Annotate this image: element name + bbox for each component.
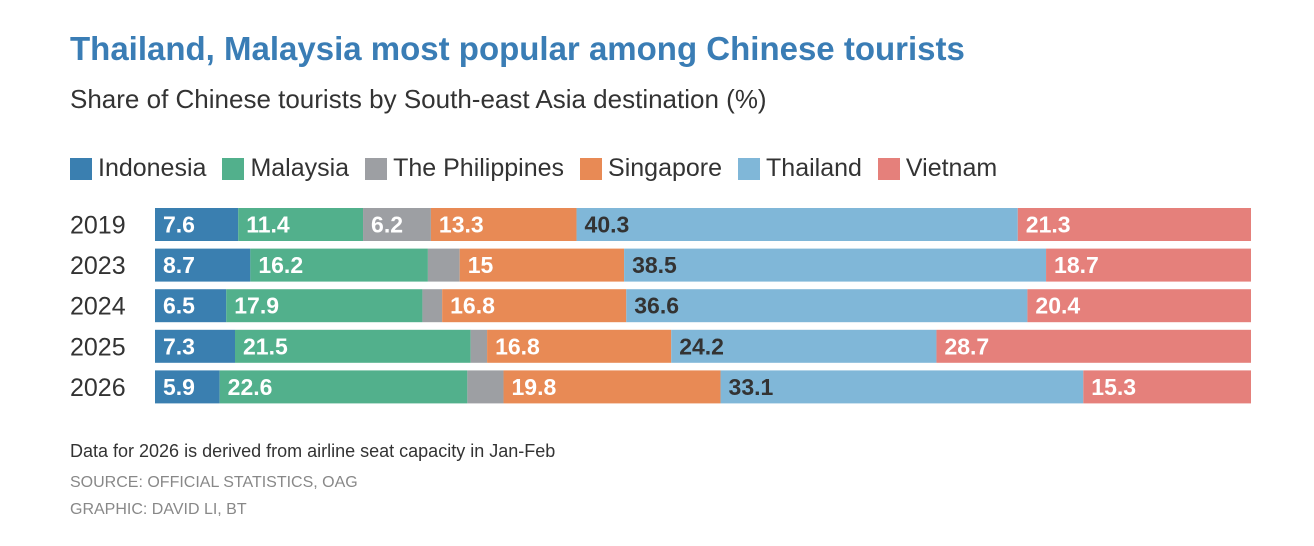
legend-swatch [365, 157, 388, 180]
legend-item: Malaysia [222, 154, 349, 183]
data-label: 7.3 [163, 333, 195, 359]
legend-swatch [222, 157, 245, 180]
bar-segment [626, 289, 1028, 323]
bar-segment [503, 370, 721, 404]
data-label: 15 [468, 252, 494, 278]
bar-segment [155, 248, 251, 282]
bar-segment [1083, 370, 1251, 404]
source: SOURCE: OFFICIAL STATISTICS, OAG [70, 474, 358, 491]
legend-label: Singapore [608, 154, 723, 182]
bar-segment [576, 208, 1018, 241]
bar-segment [671, 329, 937, 363]
bar-segment [442, 289, 627, 323]
legend-label: Indonesia [98, 154, 207, 182]
legend-item: The Philippines [365, 154, 564, 183]
legend-label: The Philippines [393, 154, 565, 182]
data-label: 13.3 [439, 212, 484, 238]
data-label: 7.6 [163, 212, 195, 238]
footnote: Data for 2026 is derived from airline se… [70, 441, 556, 461]
bar-segment [936, 329, 1251, 363]
data-label: 6.2 [371, 212, 403, 238]
bar-segment [226, 289, 423, 323]
legend-swatch [877, 157, 900, 180]
bar-segment [1046, 248, 1251, 282]
category-label: 2023 [70, 252, 126, 280]
legend-item: Singapore [580, 154, 722, 183]
data-label: 22.6 [228, 374, 273, 400]
bar-segment [467, 370, 504, 404]
bar-segment [427, 248, 460, 282]
data-label: 11.4 [246, 212, 290, 238]
bar-segment [1017, 208, 1251, 241]
data-label: 36.6 [634, 293, 679, 319]
category-label: 2025 [70, 333, 126, 361]
data-label: 16.2 [258, 252, 303, 278]
legend-label: Thailand [766, 154, 862, 182]
legend-label: Vietnam [905, 154, 998, 182]
data-label: 6.5 [163, 293, 195, 319]
bar-segment [155, 289, 227, 323]
legend-item: Vietnam [877, 154, 998, 183]
bar-segment [720, 370, 1084, 404]
data-label: 33.1 [729, 374, 774, 400]
bar-segment [470, 329, 488, 363]
data-label: 8.7 [163, 252, 195, 278]
data-label: 18.7 [1054, 252, 1099, 278]
category-label: 2019 [70, 212, 126, 240]
bar-segment [155, 329, 236, 363]
legend-swatch [70, 157, 92, 180]
bar-segment [219, 370, 468, 404]
data-label: 15.3 [1091, 374, 1136, 400]
data-label: 28.7 [944, 333, 989, 359]
bar-segment [487, 329, 672, 363]
category-label: 2024 [70, 293, 126, 321]
data-label: 16.8 [450, 293, 495, 319]
bar-segment [155, 208, 239, 241]
bar-segment [422, 289, 443, 323]
data-label: 17.9 [234, 293, 279, 319]
bar-segment [459, 248, 625, 282]
legend-label: Malaysia [250, 154, 350, 182]
data-label: 5.9 [163, 374, 195, 400]
legend: Indonesia Malaysia The Philippines Singapor… [70, 154, 1013, 183]
bar-segment [624, 248, 1047, 282]
bar-segment [250, 248, 428, 282]
legend-swatch [738, 157, 761, 180]
data-label: 20.4 [1035, 293, 1080, 319]
graphic-credit: GRAPHIC: DAVID LI, BT [70, 501, 247, 518]
bar-segment [238, 208, 364, 241]
legend-item: Thailand [738, 154, 862, 183]
chart-subtitle: Share of Chinese tourists by South-east … [70, 84, 767, 114]
data-label: 21.3 [1026, 212, 1071, 238]
data-label: 24.2 [679, 333, 724, 359]
bar-segment [1027, 289, 1251, 323]
data-label: 19.8 [512, 374, 557, 400]
bar-segment [155, 370, 220, 404]
data-label: 40.3 [585, 212, 630, 238]
legend-swatch [580, 157, 603, 180]
bar-segment [235, 329, 471, 363]
category-label: 2026 [70, 374, 126, 402]
bar-segment [363, 208, 431, 241]
bar-segment [430, 208, 577, 241]
data-label: 38.5 [632, 252, 677, 278]
data-label: 16.8 [495, 333, 540, 359]
data-label: 21.5 [243, 333, 288, 359]
chart-title: Thailand, Malaysia most popular among Ch… [70, 30, 965, 67]
legend-item: Indonesia [70, 154, 206, 183]
